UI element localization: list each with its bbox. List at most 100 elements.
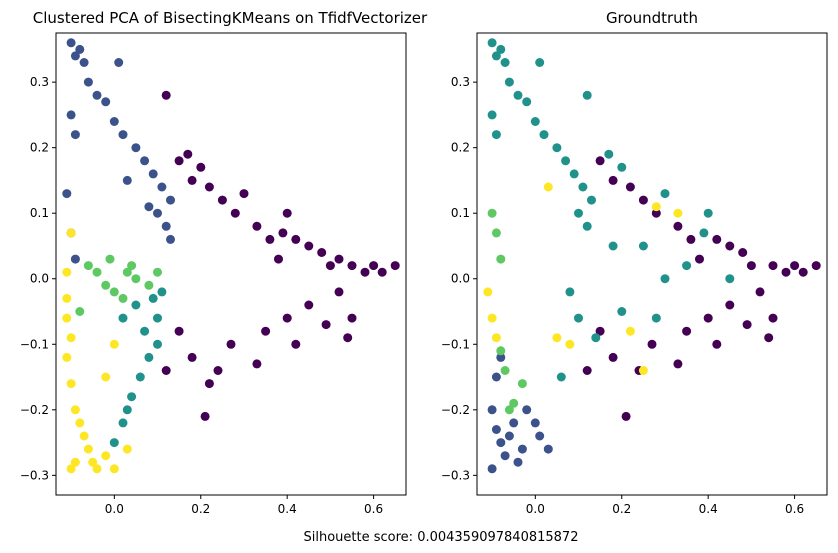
- scatter-point-green: [517, 379, 527, 389]
- scatter-point-purple: [183, 149, 193, 159]
- scatter-point-teal: [587, 195, 596, 205]
- scatter-point-purple: [651, 208, 661, 218]
- scatter-point-purple: [781, 267, 791, 277]
- scatter-point-yellow: [552, 333, 562, 343]
- scatter-point-teal: [617, 307, 627, 316]
- left-chart-title: Clustered PCA of BisectingKMeans on Tfid…: [33, 9, 428, 27]
- scatter-point-blue: [109, 117, 119, 126]
- scatter-point-purple: [764, 333, 774, 343]
- scatter-point-purple: [261, 326, 271, 336]
- left-chart-panel: Clustered PCA of BisectingKMeans on Tfid…: [20, 9, 428, 516]
- scatter-point-teal: [582, 221, 592, 231]
- scatter-point-teal: [556, 372, 566, 382]
- scatter-point-teal: [574, 313, 583, 323]
- x-tick-label: 0.6: [785, 502, 804, 516]
- scatter-point-yellow: [673, 208, 683, 218]
- scatter-point-purple: [595, 156, 605, 166]
- scatter-point-yellow: [75, 418, 85, 428]
- scatter-point-yellow: [122, 444, 132, 454]
- scatter-point-purple: [673, 221, 683, 231]
- scatter-point-purple: [217, 195, 227, 205]
- scatter-point-purple: [377, 267, 387, 277]
- scatter-point-blue: [517, 444, 527, 454]
- scatter-point-teal: [608, 241, 618, 251]
- scatter-point-purple: [265, 234, 275, 244]
- scatter-point-green: [122, 267, 132, 277]
- scatter-point-purple: [768, 261, 778, 271]
- right-chart-panel: Groundtruth 0.0 0.2 0.4 0.6−0.3−0.2−0.10.00…: [441, 9, 828, 516]
- scatter-point-green: [127, 261, 137, 271]
- scatter-point-teal: [153, 313, 162, 323]
- scatter-point-purple: [682, 326, 692, 336]
- scatter-point-teal: [574, 208, 583, 218]
- scatter-point-blue: [153, 208, 162, 218]
- scatter-point-green: [504, 405, 514, 415]
- scatter-point-purple: [725, 300, 735, 310]
- scatter-point-blue: [157, 182, 167, 192]
- y-tick-label: 0.1: [30, 206, 49, 220]
- scatter-point-purple: [278, 228, 288, 238]
- scatter-point-purple: [638, 195, 648, 205]
- y-tick-label: 0.0: [451, 272, 470, 286]
- x-tick-label: 0.6: [364, 502, 383, 516]
- scatter-point-purple: [200, 411, 210, 421]
- scatter-point-teal: [699, 228, 709, 238]
- scatter-point-teal: [682, 261, 692, 271]
- scatter-point-purple: [712, 234, 722, 244]
- scatter-point-yellow: [66, 379, 76, 389]
- scatter-point-purple: [390, 261, 400, 271]
- scatter-point-blue: [79, 58, 89, 67]
- scatter-point-yellow: [79, 431, 89, 441]
- scatter-point-teal: [513, 90, 523, 100]
- scatter-point-purple: [369, 261, 379, 271]
- scatter-point-purple: [204, 182, 214, 192]
- scatter-point-yellow: [83, 444, 93, 454]
- scatter-point-purple: [282, 313, 292, 323]
- scatter-point-teal: [127, 392, 137, 402]
- scatter-point-green: [83, 261, 93, 271]
- scatter-point-green: [75, 307, 85, 316]
- x-tick-label: 0.0: [526, 502, 545, 516]
- scatter-point-purple: [304, 241, 314, 251]
- scatter-point-purple: [686, 234, 696, 244]
- scatter-point-teal: [118, 418, 128, 428]
- scatter-point-purple: [738, 248, 748, 257]
- scatter-point-yellow: [70, 457, 80, 467]
- scatter-point-teal: [651, 313, 661, 323]
- scatter-point-teal: [491, 130, 501, 140]
- scatter-point-teal: [582, 90, 592, 100]
- scatter-point-purple: [746, 261, 756, 271]
- scatter-point-blue: [144, 202, 154, 212]
- scatter-point-teal: [660, 274, 670, 284]
- scatter-point-blue: [118, 130, 128, 140]
- scatter-point-purple: [625, 182, 635, 192]
- x-tick-label: 0.2: [612, 502, 631, 516]
- scatter-point-yellow: [66, 333, 76, 343]
- scatter-point-purple: [230, 208, 240, 218]
- y-tick-label: 0.2: [30, 141, 49, 155]
- scatter-point-purple: [187, 175, 197, 185]
- scatter-point-teal: [552, 143, 562, 153]
- scatter-point-teal: [660, 189, 670, 199]
- scatter-point-purple: [695, 254, 704, 264]
- scatter-point-purple: [317, 248, 327, 257]
- scatter-point-yellow: [62, 293, 72, 303]
- scatter-point-purple: [768, 313, 778, 323]
- scatter-point-teal: [604, 149, 614, 159]
- y-tick-label: −0.2: [20, 403, 49, 417]
- left-axis-ticks: 0.0 0.2 0.4 0.6 −0.3 −0.2 −0.1 0.0 0.1 0.2 0.3: [20, 75, 383, 516]
- scatter-point-yellow: [543, 182, 553, 192]
- scatter-point-teal: [617, 162, 627, 172]
- scatter-point-teal: [109, 438, 119, 448]
- scatter-point-green: [144, 280, 154, 290]
- scatter-point-purple: [790, 261, 800, 271]
- scatter-point-blue: [148, 169, 158, 179]
- scatter-point-teal: [118, 313, 128, 323]
- scatter-point-purple: [187, 352, 197, 362]
- scatter-point-purple: [595, 326, 605, 336]
- scatter-point-blue: [491, 425, 501, 434]
- scatter-point-teal: [491, 51, 501, 61]
- scatter-point-purple: [582, 366, 592, 375]
- scatter-point-teal: [487, 110, 497, 120]
- scatter-point-teal: [122, 405, 132, 415]
